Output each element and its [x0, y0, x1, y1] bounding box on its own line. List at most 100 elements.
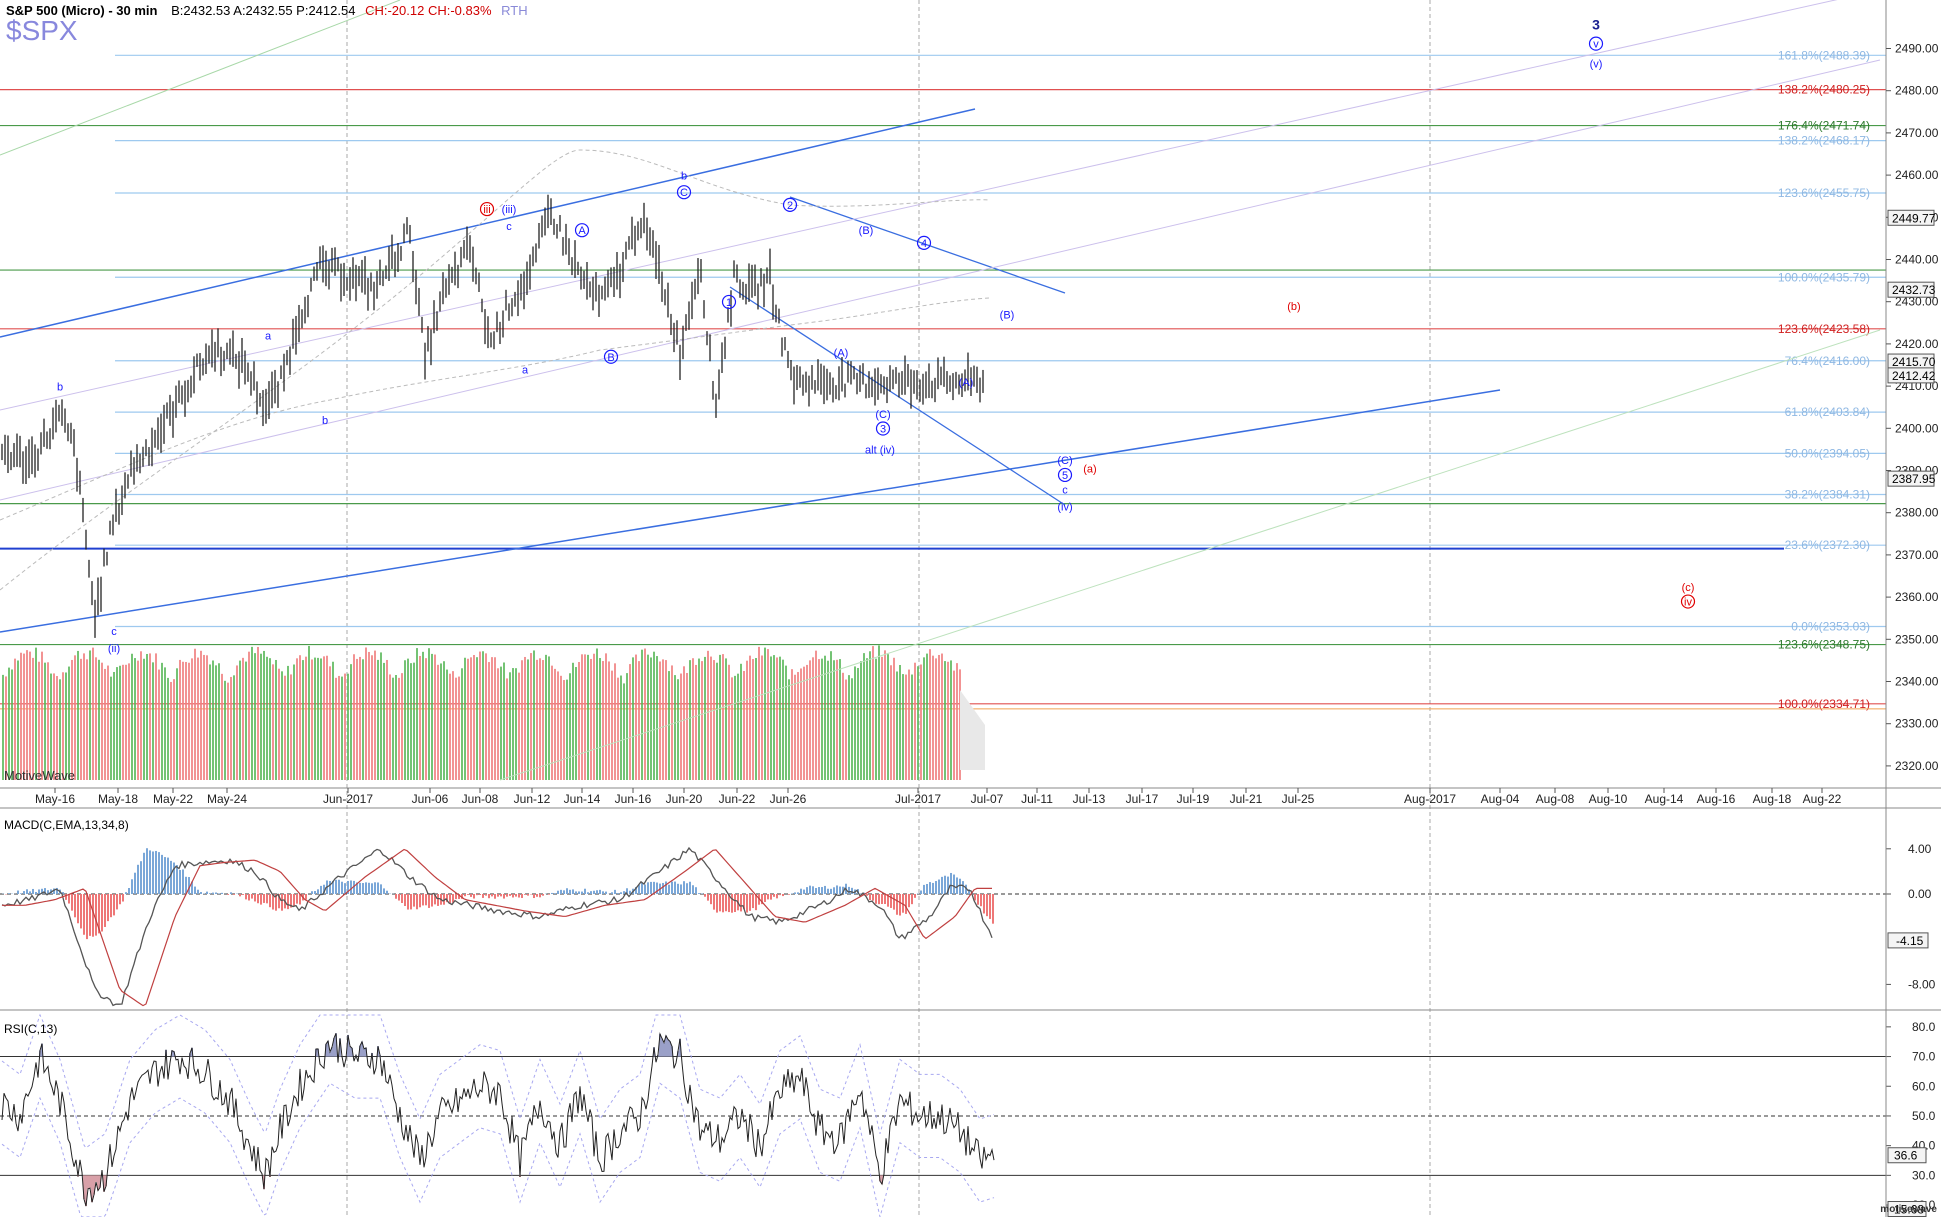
volume-bar [311, 659, 313, 780]
macd-histogram-bar [38, 889, 40, 894]
volume-bar [137, 660, 139, 780]
macd-histogram-bar [275, 894, 277, 911]
volume-bar [884, 650, 886, 780]
macd-histogram-bar [182, 869, 184, 894]
wave-label: (c) [1682, 582, 1695, 594]
volume-bar [854, 666, 856, 780]
price-tag-box [1887, 281, 1935, 298]
macd-histogram-bar [872, 894, 874, 901]
price-tick-label: 2360.00 [1895, 590, 1939, 604]
volume-bar [218, 663, 220, 780]
volume-bar [92, 647, 94, 780]
volume-bar [941, 653, 943, 780]
fib-level-label: 61.8%(2403.84) [1785, 405, 1870, 419]
macd-histogram-bar [527, 894, 529, 896]
macd-histogram-bar [341, 881, 343, 894]
volume-bar [770, 656, 772, 780]
volume-bar [401, 673, 403, 780]
volume-bar [2, 674, 4, 780]
macd-histogram-bar [137, 864, 139, 894]
volume-bar [386, 659, 388, 780]
volume-bar [425, 658, 427, 780]
macd-histogram-bar [281, 894, 283, 911]
volume-bar [116, 667, 118, 780]
macd-histogram-bar [482, 894, 484, 898]
macd-histogram-bar [866, 894, 868, 896]
macd-histogram-bar [329, 880, 331, 894]
volume-bar [359, 656, 361, 780]
volume-bar [602, 661, 604, 780]
wave-label: a [522, 364, 529, 376]
macd-histogram-bar [380, 884, 382, 894]
macd-histogram-bar [848, 886, 850, 894]
trend-line [729, 286, 1066, 506]
macd-histogram-bar [623, 891, 625, 894]
volume-bar [527, 659, 529, 780]
wave-label: v [1593, 39, 1599, 51]
volume-bar [842, 672, 844, 780]
macd-histogram-bar [488, 894, 490, 899]
wave-label: (B) [1000, 310, 1015, 322]
macd-histogram-bar [434, 894, 436, 905]
volume-bar [413, 662, 415, 780]
macd-histogram-bar [167, 857, 169, 894]
macd-histogram-bar [725, 894, 727, 912]
macd-histogram-bar [110, 894, 112, 918]
volume-bar [410, 663, 412, 780]
date-tick-label: Jun-12 [514, 792, 551, 806]
macd-histogram-bar [914, 894, 916, 898]
wave-label: (C) [1057, 455, 1072, 467]
volume-bar [716, 662, 718, 780]
volume-bar [155, 653, 157, 780]
volume-bar [569, 673, 571, 780]
volume-bar [806, 664, 808, 780]
wave-label: (ii) [108, 643, 120, 655]
wave-label-circle [1680, 594, 1696, 609]
macd-histogram-bar [875, 894, 877, 904]
macd-histogram-bar [977, 894, 979, 905]
macd-histogram-bar [593, 890, 595, 894]
volume-bar [764, 647, 766, 780]
macd-histogram-bar [518, 894, 520, 898]
volume-bar [320, 658, 322, 780]
date-tick-label: Jun-06 [412, 792, 449, 806]
volume-bar [308, 645, 310, 780]
macd-histogram-bar [119, 894, 121, 905]
macd-histogram-bar [251, 894, 253, 899]
volume-bar [509, 672, 511, 780]
trend-line [0, 0, 1838, 411]
macd-histogram-bar [272, 894, 274, 910]
volume-bar [287, 665, 289, 780]
volume-bar [458, 676, 460, 780]
macd-histogram-bar [986, 894, 988, 917]
volume-bar [233, 675, 235, 780]
volume-bar [857, 667, 859, 780]
volume-bar [800, 668, 802, 780]
macd-histogram-bar [314, 891, 316, 894]
macd-histogram-bar [815, 887, 817, 894]
date-tick-label: Jul-19 [1177, 792, 1210, 806]
macd-histogram-bar [335, 879, 337, 894]
volume-bar [398, 677, 400, 780]
macd-histogram-bar [350, 880, 352, 894]
volume-bar [128, 663, 130, 780]
rsi-layer: 80.070.060.050.040.030.020.036.615.68 [0, 1013, 1936, 1217]
wave-label: (b) [1287, 301, 1300, 313]
watermark: MotiveWave [4, 768, 76, 783]
macd-histogram-bar [908, 894, 910, 908]
wave-label-circle [916, 235, 932, 250]
macd-histogram-bar [569, 889, 571, 894]
volume-bar [836, 659, 838, 780]
macd-histogram-bar [53, 888, 55, 894]
macd-histogram-bar [86, 894, 88, 940]
macd-histogram-bar [779, 894, 781, 896]
macd-histogram-bar [551, 892, 553, 894]
date-tick-label: Aug-14 [1645, 792, 1684, 806]
trend-line [789, 196, 1066, 294]
macd-histogram-bar [536, 894, 538, 897]
volume-bar [686, 672, 688, 780]
wave-label-circle [479, 201, 495, 217]
fib-level-label: 123.6%(2423.58) [1778, 322, 1870, 336]
volume-bar [593, 653, 595, 780]
